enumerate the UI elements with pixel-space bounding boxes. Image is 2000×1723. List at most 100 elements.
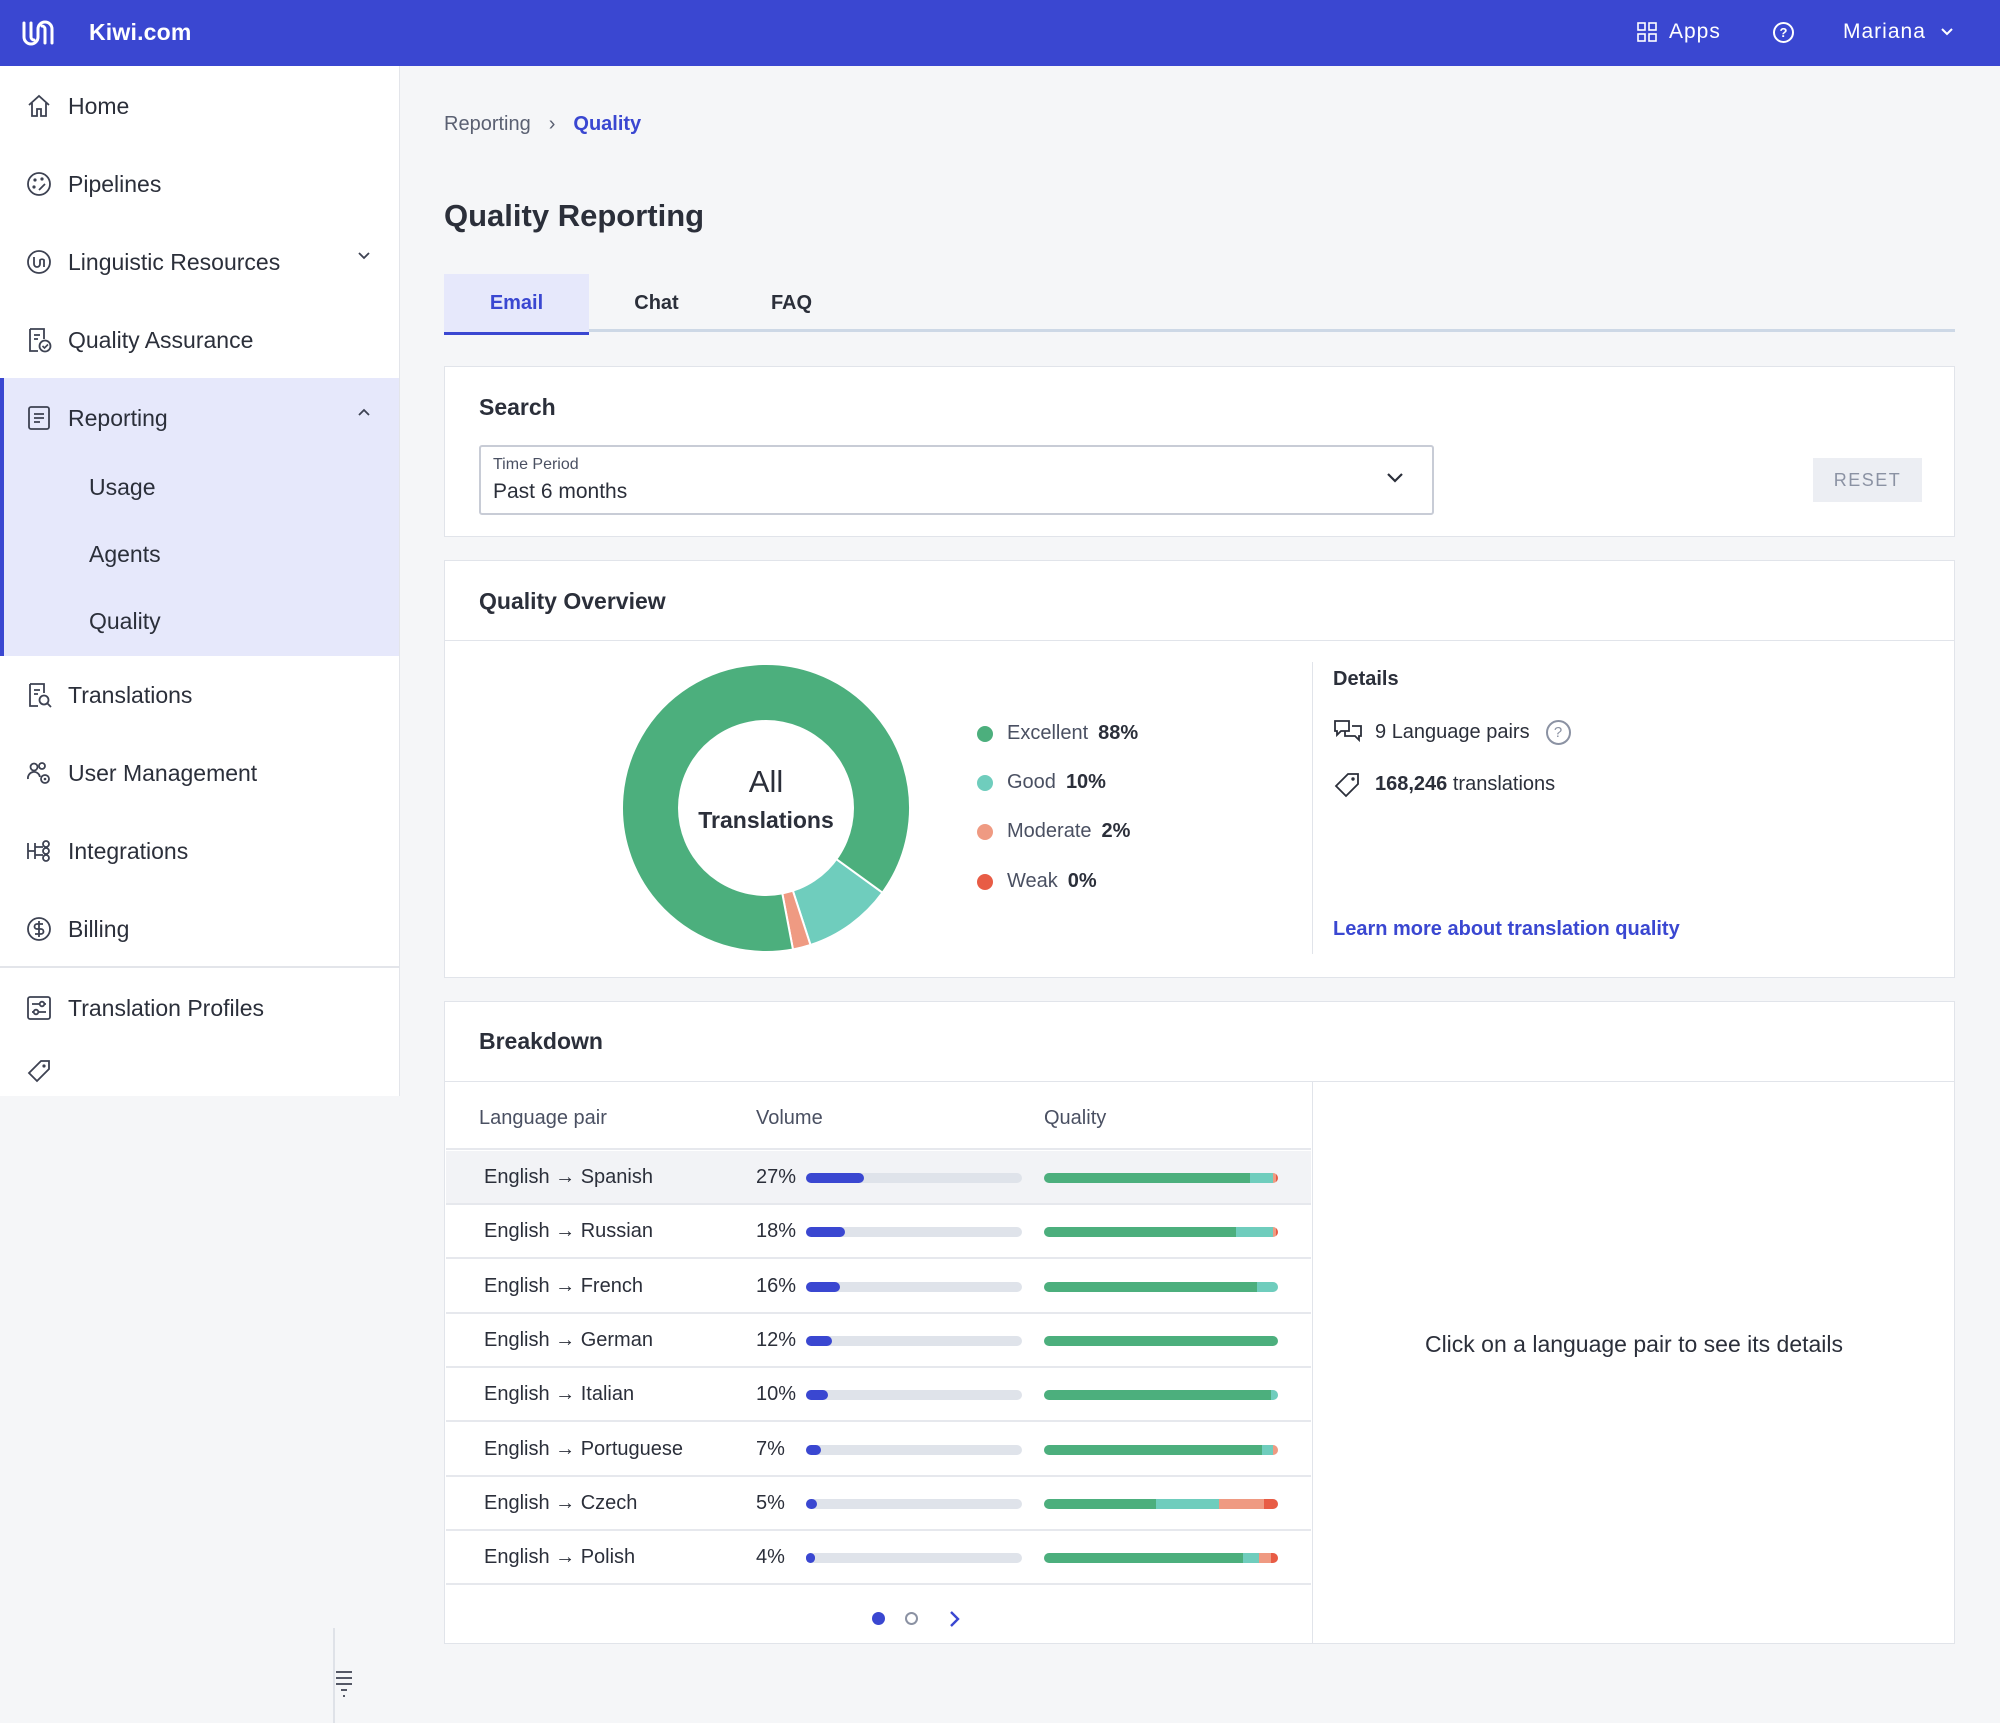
legend-label: Excellent — [1007, 722, 1089, 744]
volume-bar-fill — [806, 1335, 832, 1346]
table-row[interactable]: English → Czech 5% — [446, 1477, 1311, 1531]
sidebar-subitem-quality[interactable]: Quality — [89, 608, 161, 634]
users-gear-icon — [24, 758, 54, 788]
tab-chat[interactable]: Chat — [634, 291, 679, 314]
quality-segment-good — [1261, 1444, 1274, 1455]
quality-segment-excellent — [1044, 1173, 1250, 1183]
reset-button[interactable]: RESET — [1813, 458, 1922, 502]
user-menu[interactable]: Mariana — [1843, 20, 1954, 44]
quality-segment-moderate — [1219, 1498, 1264, 1509]
quality-segment-excellent — [1044, 1227, 1236, 1238]
time-period-value: Past 6 months — [493, 480, 628, 503]
legend-moderate: Moderate 2% — [977, 820, 1130, 843]
quality-bar — [1044, 1390, 1278, 1401]
volume-cell: 16% — [756, 1274, 797, 1297]
quality-segment-weak — [1275, 1227, 1278, 1238]
scrollbar-handle[interactable] — [333, 1628, 352, 1723]
brand-name[interactable]: Kiwi.com — [89, 19, 192, 45]
table-row[interactable]: English → Polish 4% — [446, 1531, 1311, 1586]
integrations-icon — [24, 836, 54, 866]
table-row[interactable]: English → French 16% — [446, 1260, 1311, 1314]
sliders-icon — [24, 993, 54, 1023]
overview-title: Quality Overview — [479, 588, 666, 614]
page-dot-2[interactable] — [905, 1612, 918, 1625]
details-hint: Click on a language pair to see its deta… — [1424, 1331, 1844, 1357]
sidebar-item-translations[interactable]: Translations — [0, 656, 399, 734]
weak-dot-icon — [977, 873, 993, 890]
search-card: Search Time Period Past 6 months RESET — [444, 366, 1955, 537]
volume-bar-track — [806, 1390, 1022, 1401]
quality-bar — [1044, 1498, 1278, 1509]
help-icon[interactable]: ? — [1773, 22, 1794, 43]
time-period-label: Time Period — [493, 456, 579, 473]
translations-detail: 168,246 translations — [1333, 770, 1555, 798]
quality-segment-moderate — [1273, 1444, 1278, 1455]
quality-segment-moderate — [1259, 1553, 1271, 1564]
quality-segment-weak — [1275, 1173, 1278, 1183]
sidebar-item-label: Reporting — [68, 404, 168, 431]
dollar-icon — [24, 914, 54, 944]
breakdown-divider — [445, 1081, 1954, 1082]
apps-menu[interactable]: Apps — [1637, 20, 1721, 44]
chevron-right-icon[interactable] — [948, 1609, 962, 1629]
sidebar-item-label: Translations — [68, 681, 193, 708]
sidebar: Home Pipelines Linguistic Resources Qual… — [0, 66, 400, 1096]
volume-bar-track — [806, 1498, 1022, 1509]
language-pair-cell: English → Russian — [484, 1220, 653, 1243]
sidebar-subitem-agents[interactable]: Agents — [89, 541, 161, 567]
sidebar-item-tags[interactable] — [0, 1047, 399, 1095]
quality-segment-moderate — [1273, 1173, 1276, 1183]
sidebar-item-home[interactable]: Home — [0, 67, 399, 145]
search-title: Search — [479, 394, 556, 420]
volume-cell: 5% — [756, 1491, 785, 1514]
table-row[interactable]: English → Italian 10% — [446, 1368, 1311, 1423]
kiwi-logo-icon[interactable] — [20, 15, 56, 51]
sidebar-item-translation-profiles[interactable]: Translation Profiles — [0, 969, 399, 1047]
breadcrumb-reporting[interactable]: Reporting — [444, 113, 531, 135]
quality-bar — [1044, 1281, 1278, 1292]
legend-label: Good — [1007, 771, 1056, 793]
grid-icon — [1637, 22, 1657, 42]
volume-bar-fill — [806, 1444, 822, 1455]
tab-email[interactable]: Email — [444, 274, 589, 335]
quality-segment-excellent — [1044, 1553, 1243, 1564]
quality-bar — [1044, 1444, 1278, 1455]
column-header-volume: Volume — [756, 1107, 823, 1129]
sidebar-item-linguistic-resources[interactable]: Linguistic Resources — [0, 223, 399, 301]
learn-more-link[interactable]: Learn more about translation quality — [1333, 918, 1680, 940]
sidebar-item-pipelines[interactable]: Pipelines — [0, 145, 399, 223]
volume-cell: 18% — [756, 1220, 797, 1243]
quality-bar — [1044, 1227, 1278, 1238]
sidebar-item-label: Billing — [68, 915, 130, 942]
table-row[interactable]: English → Portuguese 7% — [446, 1423, 1311, 1477]
excellent-dot-icon — [977, 725, 993, 742]
sidebar-item-integrations[interactable]: Integrations — [0, 812, 399, 890]
volume-bar-fill — [806, 1553, 815, 1564]
sidebar-item-reporting[interactable]: Reporting — [0, 379, 399, 457]
quality-segment-good — [1270, 1390, 1278, 1401]
page-dot-1[interactable] — [872, 1612, 885, 1625]
chevron-down-icon — [1387, 473, 1403, 483]
volume-bar-track — [806, 1444, 1022, 1455]
sidebar-item-user-management[interactable]: User Management — [0, 734, 399, 812]
sidebar-subitem-usage[interactable]: Usage — [89, 474, 156, 500]
table-row[interactable]: English → German 12% — [446, 1314, 1311, 1368]
quality-segment-good — [1249, 1173, 1274, 1183]
language-pairs-detail: 9 Language pairs ? — [1333, 718, 1571, 746]
chat-bubbles-icon — [1334, 720, 1362, 743]
sidebar-item-label: Translation Profiles — [68, 994, 265, 1021]
tab-faq[interactable]: FAQ — [770, 291, 813, 314]
question-icon[interactable]: ? — [1545, 719, 1571, 745]
legend-good: Good 10% — [977, 771, 1106, 794]
translations-label: translations — [1452, 772, 1556, 795]
legend-pct: 88% — [1098, 722, 1139, 744]
sidebar-item-label: Linguistic Resources — [68, 248, 281, 275]
legend-pct: 10% — [1065, 771, 1106, 793]
quality-bar — [1044, 1173, 1278, 1183]
table-row[interactable]: English → Spanish 27% — [446, 1151, 1311, 1205]
time-period-select[interactable]: Time Period Past 6 months — [479, 445, 1434, 515]
table-row[interactable]: English → Russian 18% — [446, 1205, 1311, 1260]
language-pair-cell: English → French — [484, 1274, 643, 1297]
sidebar-item-quality-assurance[interactable]: Quality Assurance — [0, 301, 399, 379]
sidebar-item-billing[interactable]: Billing — [0, 890, 399, 968]
